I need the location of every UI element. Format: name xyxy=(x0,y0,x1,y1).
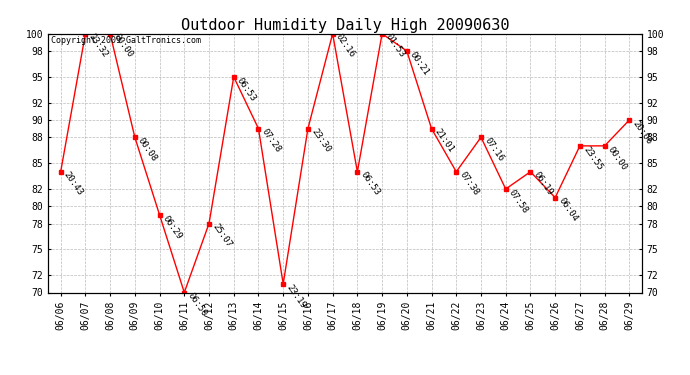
Text: 20:06: 20:06 xyxy=(631,118,653,146)
Text: 06:50: 06:50 xyxy=(186,291,208,318)
Text: 23:30: 23:30 xyxy=(309,127,332,154)
Text: 06:04: 06:04 xyxy=(557,196,580,223)
Text: 21:01: 21:01 xyxy=(433,127,455,154)
Text: 00:08: 00:08 xyxy=(136,136,159,163)
Text: 23:19: 23:19 xyxy=(284,282,307,310)
Text: 25:07: 25:07 xyxy=(210,222,233,249)
Text: 06:19: 06:19 xyxy=(532,170,555,198)
Text: 23:32: 23:32 xyxy=(87,32,110,60)
Text: Copyright 2009 GaltTronics.com: Copyright 2009 GaltTronics.com xyxy=(51,36,201,45)
Text: 00:00: 00:00 xyxy=(112,32,135,60)
Text: 00:21: 00:21 xyxy=(408,50,431,77)
Text: 00:00: 00:00 xyxy=(606,144,629,172)
Text: 07:16: 07:16 xyxy=(482,136,505,163)
Text: 07:58: 07:58 xyxy=(507,188,530,215)
Title: Outdoor Humidity Daily High 20090630: Outdoor Humidity Daily High 20090630 xyxy=(181,18,509,33)
Text: 07:38: 07:38 xyxy=(457,170,480,198)
Text: 07:28: 07:28 xyxy=(260,127,283,154)
Text: 06:29: 06:29 xyxy=(161,213,184,241)
Text: 01:53: 01:53 xyxy=(384,32,406,60)
Text: 02:16: 02:16 xyxy=(334,32,357,60)
Text: 06:53: 06:53 xyxy=(235,75,258,103)
Text: 06:53: 06:53 xyxy=(359,170,382,198)
Text: 20:43: 20:43 xyxy=(62,170,85,198)
Text: 23:55: 23:55 xyxy=(581,144,604,172)
